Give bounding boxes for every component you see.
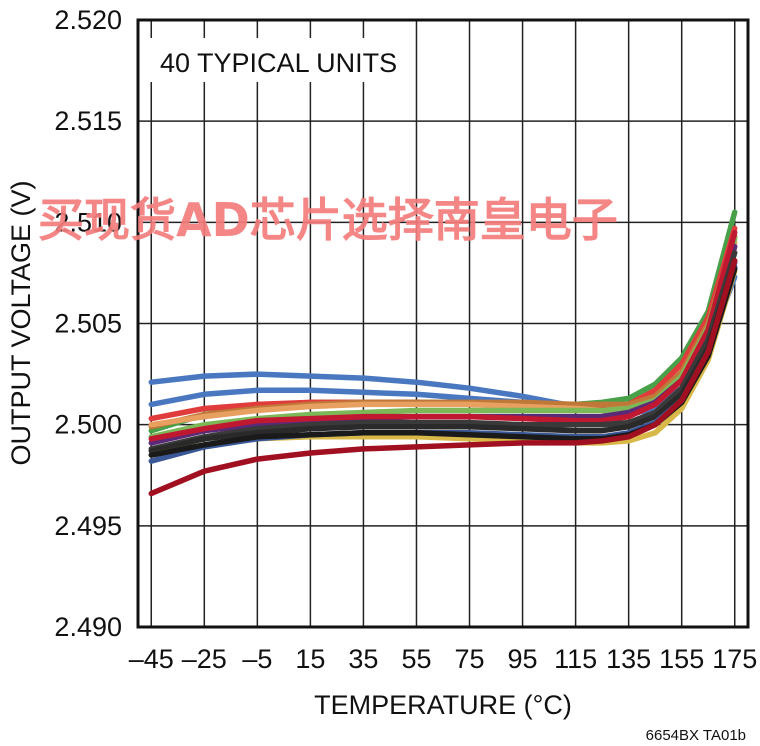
series-line-10 [148,258,738,454]
series-line-9 [148,249,738,452]
y-tick-label: 2.520 [54,5,122,35]
series-line-14 [148,258,738,497]
x-tick-label: 55 [401,644,431,674]
plot-frame [136,18,750,629]
x-tick-label: 115 [554,644,597,674]
x-tick-label: 175 [712,644,757,674]
x-tick-label: 135 [606,644,651,674]
x-tick-label: 95 [508,644,538,674]
figure-code-label: 6654BX TA01b [646,727,746,744]
y-tick-labels: 2.490 2.495 2.500 2.505 2.510 2.515 2.520 [54,5,122,642]
x-tick-label: –45 [129,644,174,674]
y-tick-label: 2.515 [54,106,122,136]
annotation-label: 40 TYPICAL UNITS [160,48,397,78]
y-axis-title: OUTPUT VOLTAGE (V) [6,180,36,465]
x-tick-label: –5 [242,644,272,674]
x-tick-label: 75 [454,644,484,674]
x-tick-label: 35 [348,644,378,674]
x-axis-title: TEMPERATURE (°C) [314,690,572,720]
x-tick-label: 15 [295,644,325,674]
y-tick-label: 2.500 [54,410,122,440]
y-tick-label: 2.510 [54,207,122,237]
x-tick-labels: –45 –25 –5 15 35 55 75 95 115 135 155 175 [129,644,758,674]
series-line-8 [148,229,738,442]
watermark-text: 买现货AD芯片选择南皇电子 [38,193,618,247]
x-tick-label: 155 [659,644,704,674]
y-tick-label: 2.490 [54,612,122,642]
series-lines [148,209,738,497]
y-tick-label: 2.495 [54,511,122,541]
annotation-background [150,38,412,82]
x-tick-label: –25 [182,644,227,674]
y-tick-label: 2.505 [54,309,122,339]
